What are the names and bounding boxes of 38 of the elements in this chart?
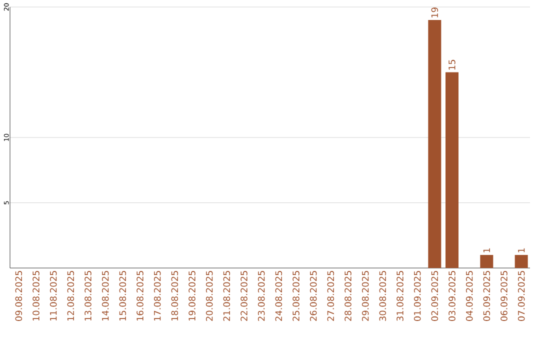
x-tick-label: 03.09.2025 [448,270,456,321]
x-tick-label: 29.08.2025 [362,270,369,321]
x-tick-label: 26.08.2025 [310,270,317,321]
bar [428,20,442,268]
x-tick-label: 10.08.2025 [32,270,40,321]
x-tick-label: 07.09.2025 [518,270,525,321]
x-tick-label: 25.08.2025 [292,270,300,321]
data-label: 1 [483,248,490,252]
bar [514,254,528,268]
x-tick-label: 24.08.2025 [275,270,282,321]
x-tick-label: 20.08.2025 [206,270,213,321]
x-tick-label: 01.09.2025 [414,270,421,321]
x-tick-label: 22.08.2025 [240,270,248,321]
x-tick-label: 04.09.2025 [466,270,473,321]
x-tick-label: 28.08.2025 [344,270,352,321]
data-label: 19 [431,8,438,18]
data-label: 1 [518,248,525,252]
x-tick-label: 11.08.2025 [50,270,57,321]
bar [480,254,494,268]
x-tick-label: 13.08.2025 [84,270,92,321]
x-tick-label: 15.08.2025 [119,270,126,321]
x-tick-label: 09.08.2025 [15,270,22,321]
x-tick-label: 23.08.2025 [258,270,265,321]
x-tick-label: 06.09.2025 [500,270,508,321]
x-tick-label: 18.08.2025 [171,270,178,321]
data-label: 15 [448,60,456,70]
x-tick-label: 19.08.2025 [188,270,196,321]
x-tick-label: 21.08.2025 [223,270,230,321]
x-tick-label: 27.08.2025 [327,270,334,321]
x-tick-label: 02.09.2025 [431,270,438,321]
x-tick-label: 17.08.2025 [154,270,161,321]
x-tick-label: 16.08.2025 [136,270,144,321]
x-tick-label: 30.08.2025 [379,270,386,321]
x-tick-label: 14.08.2025 [102,270,109,321]
bar [446,72,459,268]
x-tick-label: 31.08.2025 [396,270,404,321]
x-tick-label: 05.09.2025 [483,270,490,321]
x-tick-label: 12.08.2025 [67,270,74,321]
